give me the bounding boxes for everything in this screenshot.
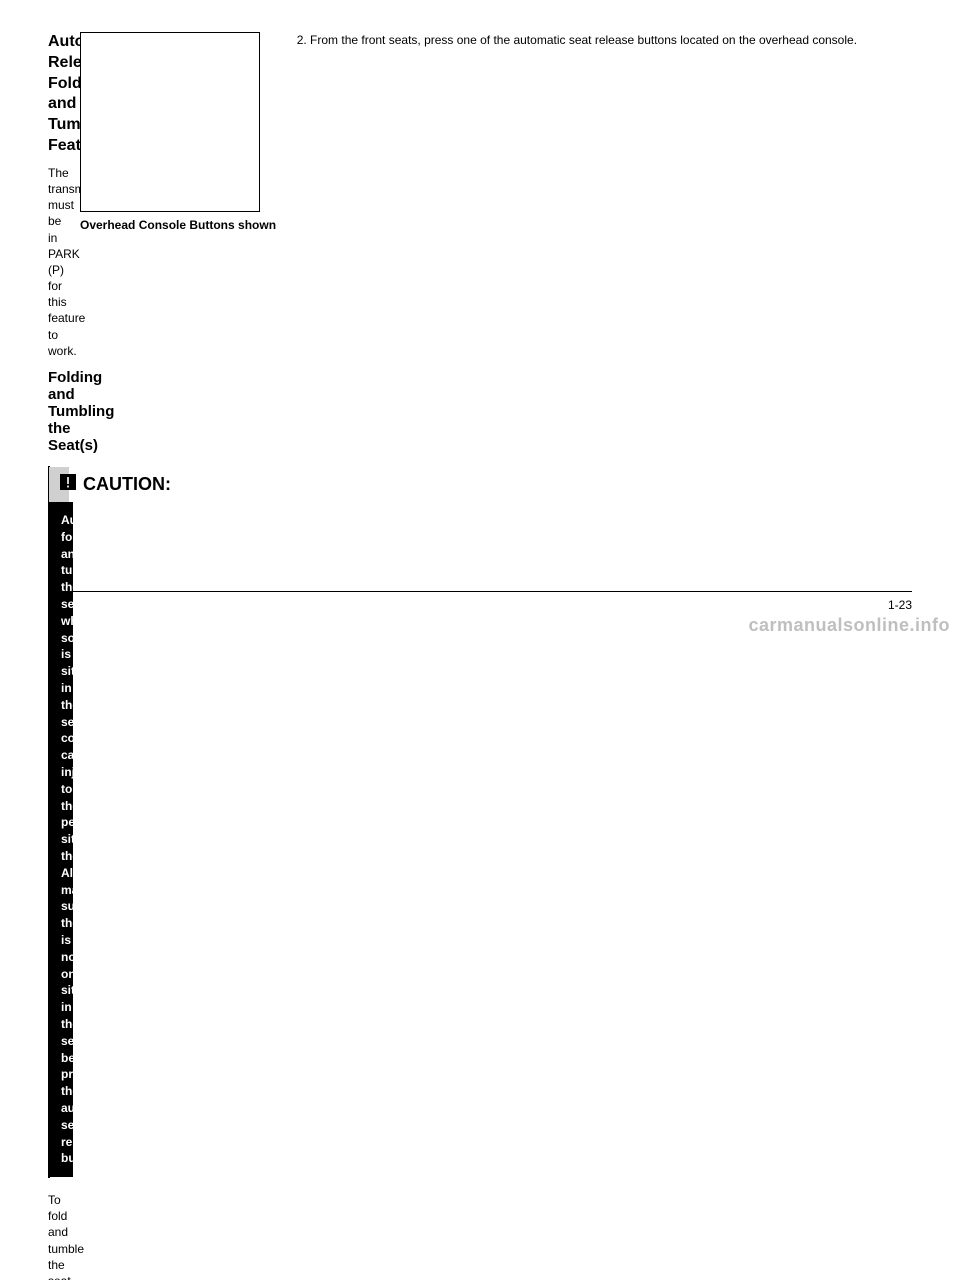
right-top-row: Overhead Console Buttons shown From the … (80, 32, 912, 1280)
footer-rule (48, 591, 912, 592)
caution-box: CAUTION: Automatically folding and tumbl… (48, 466, 50, 1178)
watermark-text: carmanualsonline.info (748, 615, 950, 636)
overhead-console-image (80, 32, 260, 212)
caution-body: Automatically folding and tumbling the s… (49, 502, 73, 1177)
step-2: From the front seats, press one of the a… (310, 32, 912, 48)
right-column: Overhead Console Buttons shown From the … (80, 32, 912, 1280)
step2-block: From the front seats, press one of the a… (292, 32, 912, 1280)
content-columns: Automatic Release Fold and Tumble Featur… (48, 32, 912, 1280)
image-caption: Overhead Console Buttons shown (80, 218, 276, 234)
step2-list: From the front seats, press one of the a… (310, 32, 912, 48)
page-number: 1-23 (888, 598, 912, 612)
warning-icon (59, 473, 77, 496)
image-block: Overhead Console Buttons shown (80, 32, 276, 1280)
caution-header: CAUTION: (49, 467, 69, 502)
